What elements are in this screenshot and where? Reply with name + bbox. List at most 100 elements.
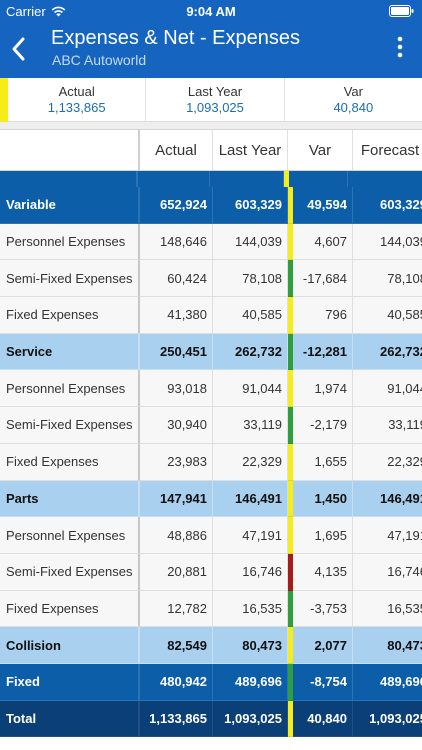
status-time: 9:04 AM: [186, 4, 236, 19]
variance-indicator: [288, 223, 293, 261]
nav-bar: Expenses & Net - Expenses ABC Autoworld: [0, 22, 422, 78]
actual-value: 60,424: [140, 260, 213, 298]
forecast-value: 78,108: [353, 260, 422, 298]
row-label: Semi-Fixed Expenses: [0, 407, 140, 444]
actual-value: 23,983: [140, 443, 213, 481]
variance-indicator: [288, 370, 293, 408]
variance-indicator: [288, 663, 293, 701]
summary-value: 40,840: [333, 100, 374, 115]
forecast-value: 603,329: [353, 187, 422, 224]
header-actual[interactable]: Actual: [140, 130, 213, 170]
last-year-value: 1,093,025: [213, 700, 288, 738]
actual-value: 93,018: [140, 370, 213, 408]
var-value: 1,655: [293, 443, 353, 481]
var-value: 40,840: [293, 700, 353, 738]
row-label: Service: [0, 333, 140, 371]
last-year-value: 47,191: [213, 517, 288, 554]
table-header: Actual Last Year Var Forecast: [0, 129, 422, 171]
wifi-icon: [51, 6, 66, 17]
forecast-value: 40,585: [353, 297, 422, 334]
actual-value: 48,886: [140, 517, 213, 554]
table-row[interactable]: Semi-Fixed Expenses 20,881 16,746 4,135 16,7…: [0, 553, 422, 591]
row-label: Parts: [0, 480, 140, 518]
header-last-year[interactable]: Last Year: [213, 130, 288, 170]
summary-label: Actual: [58, 84, 95, 99]
row-label: Collision: [0, 627, 140, 664]
table-row[interactable]: Total 1,133,865 1,093,025 40,840 1,093,025: [0, 700, 422, 738]
actual-value: 12,782: [140, 590, 213, 628]
carrier-label: Carrier: [6, 4, 46, 19]
status-bar: Carrier 9:04 AM: [0, 0, 422, 22]
forecast-value: 146,491: [353, 480, 422, 518]
summary-value: 1,133,865: [47, 100, 106, 115]
row-label: Fixed Expenses: [0, 297, 140, 334]
last-year-value: 22,329: [213, 443, 288, 481]
var-value: 1,450: [293, 480, 353, 518]
forecast-value: 489,696: [353, 663, 422, 701]
forecast-value: 262,732: [353, 333, 422, 371]
forecast-value: 33,119: [353, 407, 422, 444]
row-label: Semi-Fixed Expenses: [0, 553, 140, 591]
actual-value: 480,942: [140, 663, 213, 701]
summary-var[interactable]: Var 40,840: [285, 78, 422, 121]
actual-value: 30,940: [140, 407, 213, 444]
scrolled-row-fragment: [0, 171, 422, 187]
chevron-left-icon[interactable]: [10, 36, 26, 62]
table-row[interactable]: Semi-Fixed Expenses 30,940 33,119 -2,179 33,…: [0, 407, 422, 444]
table-row[interactable]: Semi-Fixed Expenses 60,424 78,108 -17,684 78…: [0, 260, 422, 298]
summary-actual[interactable]: Actual 1,133,865: [8, 78, 147, 121]
var-value: -17,684: [293, 260, 353, 298]
actual-value: 250,451: [140, 333, 213, 371]
actual-value: 82,549: [140, 627, 213, 664]
var-value: -8,754: [293, 663, 353, 701]
actual-value: 147,941: [140, 480, 213, 518]
header-forecast[interactable]: Forecast: [353, 130, 422, 170]
more-vertical-icon[interactable]: [396, 36, 404, 58]
last-year-value: 91,044: [213, 370, 288, 408]
last-year-value: 146,491: [213, 480, 288, 518]
variance-indicator: [288, 480, 293, 518]
page-subtitle: ABC Autoworld: [52, 52, 147, 68]
forecast-value: 47,191: [353, 517, 422, 554]
last-year-value: 16,535: [213, 590, 288, 628]
forecast-value: 144,039: [353, 223, 422, 261]
forecast-value: 22,329: [353, 443, 422, 481]
table-row[interactable]: Personnel Expenses 93,018 91,044 1,974 91,04…: [0, 370, 422, 408]
table-row[interactable]: Personnel Expenses 48,886 47,191 1,695 47,19…: [0, 517, 422, 554]
summary-value: 1,093,025: [186, 100, 244, 115]
variance-indicator: [288, 407, 293, 444]
var-value: 49,594: [293, 187, 353, 224]
variance-indicator: [288, 553, 293, 591]
table-row[interactable]: Personnel Expenses 148,646 144,039 4,607 144…: [0, 223, 422, 261]
variance-indicator: [288, 260, 293, 298]
variance-indicator: [288, 333, 293, 371]
actual-value: 41,380: [140, 297, 213, 334]
summary-label: Var: [343, 84, 363, 99]
variance-indicator: [288, 443, 293, 481]
summary-last-year[interactable]: Last Year 1,093,025: [146, 78, 285, 121]
actual-value: 20,881: [140, 553, 213, 591]
variance-indicator: [288, 187, 293, 224]
forecast-value: 91,044: [353, 370, 422, 408]
var-value: 1,974: [293, 370, 353, 408]
summary-indicator: [0, 78, 8, 122]
row-label: Personnel Expenses: [0, 517, 140, 554]
last-year-value: 489,696: [213, 663, 288, 701]
expenses-table[interactable]: Actual Last Year Var Forecast Variable 65…: [0, 129, 422, 750]
header-name: [0, 130, 140, 170]
header-var[interactable]: Var: [288, 130, 353, 170]
forecast-value: 1,093,025: [353, 700, 422, 738]
var-value: 4,607: [293, 223, 353, 261]
summary-label: Last Year: [187, 84, 243, 99]
var-value: 4,135: [293, 553, 353, 591]
summary-bar: Actual 1,133,865 Last Year 1,093,025 Var…: [0, 78, 422, 122]
var-value: 2,077: [293, 627, 353, 664]
